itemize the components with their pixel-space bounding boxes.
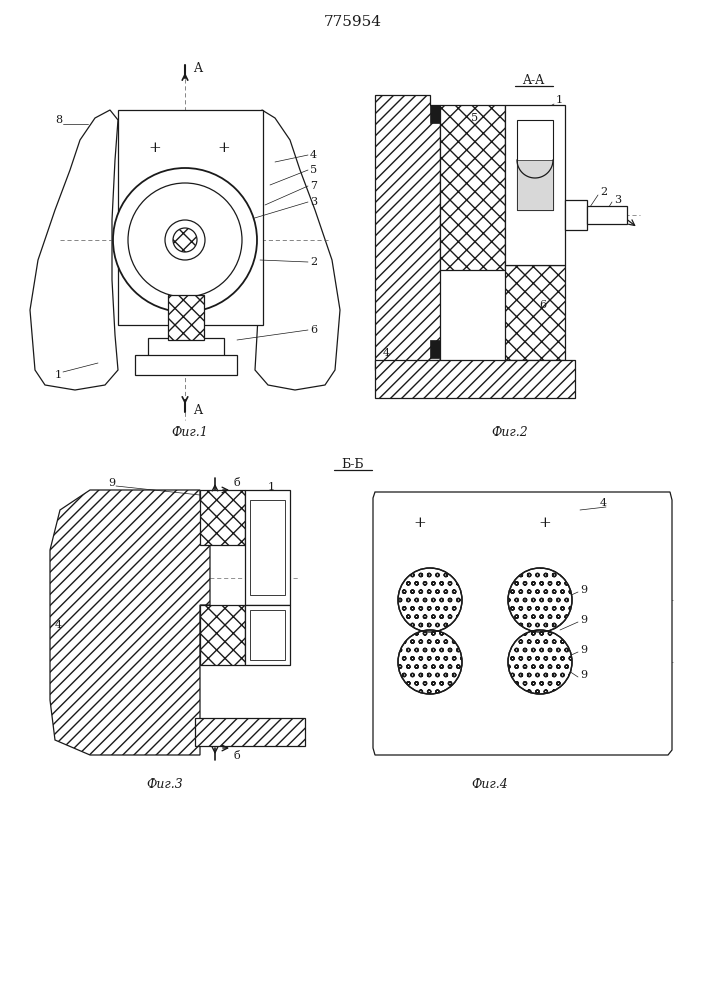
Text: 8: 8: [55, 115, 62, 125]
Text: 4: 4: [600, 498, 607, 508]
Text: +: +: [539, 516, 551, 530]
Text: 1: 1: [268, 482, 275, 492]
Bar: [430, 105, 440, 123]
Text: б: б: [233, 478, 240, 488]
Polygon shape: [373, 492, 672, 755]
Text: 1: 1: [55, 370, 62, 380]
Text: 4: 4: [383, 348, 390, 358]
Polygon shape: [30, 110, 118, 390]
Bar: [517, 120, 553, 210]
Text: A-A: A-A: [522, 74, 544, 87]
Circle shape: [113, 168, 257, 312]
Circle shape: [165, 220, 205, 260]
Text: 3: 3: [310, 197, 317, 207]
Bar: [200, 605, 245, 665]
Circle shape: [398, 630, 462, 694]
Text: 7: 7: [310, 181, 317, 191]
Circle shape: [128, 183, 242, 297]
Text: 9: 9: [580, 670, 587, 680]
Bar: [505, 265, 565, 360]
Bar: [168, 295, 204, 340]
Text: +: +: [148, 141, 161, 155]
Polygon shape: [375, 95, 440, 370]
Text: 9: 9: [580, 615, 587, 625]
Text: 4: 4: [310, 150, 317, 160]
Text: 9: 9: [108, 478, 115, 488]
Text: 2: 2: [310, 257, 317, 267]
Text: A: A: [193, 62, 202, 75]
Text: +: +: [414, 516, 426, 530]
Text: б: б: [233, 751, 240, 761]
Bar: [245, 605, 290, 665]
Circle shape: [508, 630, 572, 694]
Text: 6: 6: [310, 325, 317, 335]
Text: 4: 4: [55, 620, 62, 630]
Text: 5: 5: [310, 165, 317, 175]
Bar: [505, 105, 565, 265]
Text: 3: 3: [614, 195, 621, 205]
Text: 6: 6: [539, 300, 547, 310]
Bar: [565, 200, 587, 230]
Text: 5: 5: [472, 113, 479, 123]
Text: 2: 2: [600, 187, 607, 197]
Bar: [118, 110, 263, 325]
Bar: [587, 206, 627, 224]
Circle shape: [398, 568, 462, 632]
Text: 9: 9: [580, 585, 587, 595]
Bar: [430, 340, 440, 358]
Text: Фиг.4: Фиг.4: [472, 778, 508, 792]
Text: Фиг.2: Фиг.2: [491, 426, 528, 438]
Bar: [375, 360, 575, 398]
Bar: [135, 355, 237, 375]
Bar: [195, 718, 305, 746]
Circle shape: [173, 228, 197, 252]
Circle shape: [508, 568, 572, 632]
Text: +: +: [218, 141, 230, 155]
Bar: [517, 160, 553, 210]
Text: Фиг.3: Фиг.3: [146, 778, 183, 792]
Polygon shape: [255, 110, 340, 390]
Text: 1: 1: [556, 95, 563, 105]
Bar: [440, 105, 505, 270]
Bar: [148, 338, 224, 356]
Polygon shape: [50, 490, 210, 755]
Bar: [200, 490, 245, 545]
Text: Фиг.1: Фиг.1: [172, 426, 209, 438]
Text: 775954: 775954: [324, 15, 382, 29]
Text: Б-Б: Б-Б: [341, 458, 364, 471]
Text: 9: 9: [580, 645, 587, 655]
Bar: [245, 490, 290, 605]
Bar: [250, 610, 285, 660]
Bar: [250, 500, 285, 595]
Text: A: A: [193, 403, 202, 416]
